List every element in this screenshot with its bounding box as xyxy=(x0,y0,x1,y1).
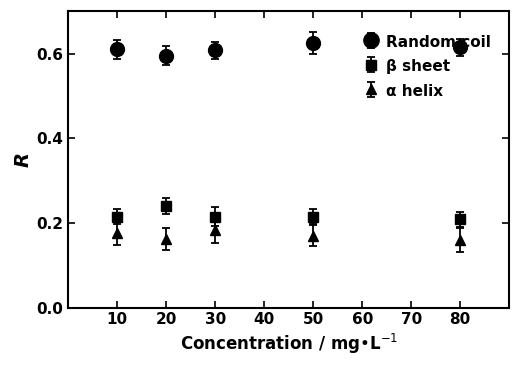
Y-axis label: R: R xyxy=(13,152,32,167)
X-axis label: Concentration / mg•L$^{-1}$: Concentration / mg•L$^{-1}$ xyxy=(180,332,398,356)
Legend: Random coil, β sheet, α helix: Random coil, β sheet, α helix xyxy=(357,28,497,105)
